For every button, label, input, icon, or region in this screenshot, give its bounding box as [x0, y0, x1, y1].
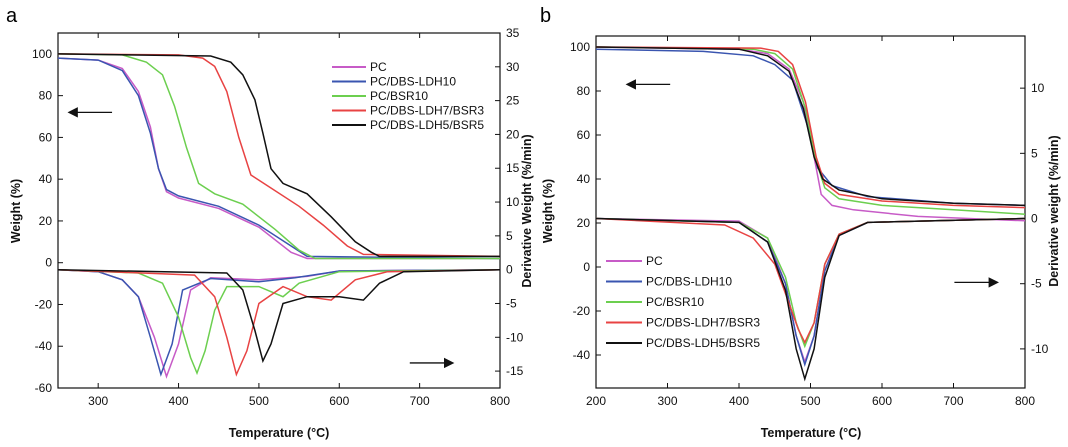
y2-tick-label: -5: [506, 296, 517, 310]
y2-tick-label: 20: [506, 127, 520, 141]
series-line-derivative: [58, 268, 500, 377]
y-tick-label: -60: [35, 381, 53, 395]
series-line-weight: [58, 57, 500, 260]
y2-tick-label: -10: [506, 330, 524, 344]
x-axis-label: Temperature (°C): [761, 426, 862, 440]
legend-label: PC: [646, 254, 663, 268]
y-tick-label: 100: [570, 40, 590, 54]
plot-frame: [57, 32, 501, 389]
y-axis-label: Weight (%): [541, 179, 555, 243]
series-line-weight: [58, 53, 500, 258]
x-tick-label: 800: [1015, 394, 1035, 408]
series-line-derivative: [58, 268, 500, 377]
y-tick-label: 60: [577, 128, 591, 142]
series-line-weight: [58, 57, 500, 260]
x-tick-label: 800: [490, 394, 510, 408]
series-line-weight: [58, 53, 500, 260]
y2-axis-label: Derivative Weight (%/min): [520, 134, 534, 287]
legend-label: PC/DBS-LDH5/BSR5: [646, 336, 760, 350]
series-line-weight: [596, 46, 1025, 207]
y-tick-label: 20: [577, 216, 591, 230]
y-axis-label: Weight (%): [9, 179, 23, 243]
y-tick-label: 100: [32, 47, 52, 61]
x-tick-label: 400: [729, 394, 749, 408]
legend-label: PC/DBS-LDH10: [370, 75, 456, 89]
panel-label: a: [6, 5, 18, 27]
x-tick-label: 600: [872, 394, 892, 408]
y-tick-label: -40: [573, 348, 591, 362]
y-tick-label: 60: [39, 130, 53, 144]
legend-label: PC/DBS-LDH10: [646, 275, 732, 289]
series-line-derivative: [58, 268, 500, 364]
y2-axis-label: Derivative weight (%/min): [1047, 135, 1061, 286]
y2-tick-label: 25: [506, 94, 520, 108]
legend-label: PC/DBS-LDH5/BSR5: [370, 118, 484, 132]
y2-tick-label: 35: [506, 26, 520, 40]
y-tick-label: -40: [35, 339, 53, 353]
series-line-derivative: [58, 268, 500, 376]
y2-tick-label: -5: [1031, 277, 1042, 291]
y2-tick-label: 5: [1031, 146, 1038, 160]
y2-tick-label: 5: [506, 229, 513, 243]
x-tick-label: 500: [249, 394, 269, 408]
y2-tick-label: 0: [506, 263, 513, 277]
y-tick-label: 0: [583, 260, 590, 274]
x-tick-label: 600: [329, 394, 349, 408]
series-line-derivative: [596, 217, 1025, 345]
y-tick-label: 80: [39, 89, 53, 103]
y-tick-label: 80: [577, 84, 591, 98]
x-tick-label: 400: [169, 394, 189, 408]
legend-label: PC/DBS-LDH7/BSR3: [370, 104, 484, 118]
y2-tick-label: 10: [506, 195, 520, 209]
x-tick-label: 700: [410, 394, 430, 408]
x-tick-label: 300: [88, 394, 108, 408]
x-tick-label: 300: [657, 394, 677, 408]
y2-tick-label: 15: [506, 161, 520, 175]
y-tick-label: 40: [39, 172, 53, 186]
legend-label: PC/DBS-LDH7/BSR3: [646, 316, 760, 330]
y2-tick-label: 10: [1031, 81, 1045, 95]
y-tick-label: -20: [573, 304, 591, 318]
x-axis-label: Temperature (°C): [229, 426, 330, 440]
x-tick-label: 700: [943, 394, 963, 408]
y2-tick-label: 0: [1031, 212, 1038, 226]
series-line-weight: [596, 46, 1025, 209]
y2-tick-label: -15: [506, 364, 524, 378]
x-tick-label: 500: [800, 394, 820, 408]
series-line-weight: [58, 53, 500, 258]
y-tick-label: 0: [45, 256, 52, 270]
legend-label: PC: [370, 60, 387, 74]
legend-label: PC/BSR10: [370, 89, 428, 103]
y-tick-label: -20: [35, 297, 53, 311]
panel-label: b: [540, 5, 551, 27]
legend-label: PC/BSR10: [646, 295, 704, 309]
x-tick-label: 200: [586, 394, 606, 408]
y-tick-label: 20: [39, 214, 53, 228]
y2-tick-label: 30: [506, 60, 520, 74]
series-line-derivative: [58, 268, 500, 379]
y-tick-label: 40: [577, 172, 591, 186]
y2-tick-label: -10: [1031, 342, 1049, 356]
series-line-derivative: [596, 217, 1025, 382]
